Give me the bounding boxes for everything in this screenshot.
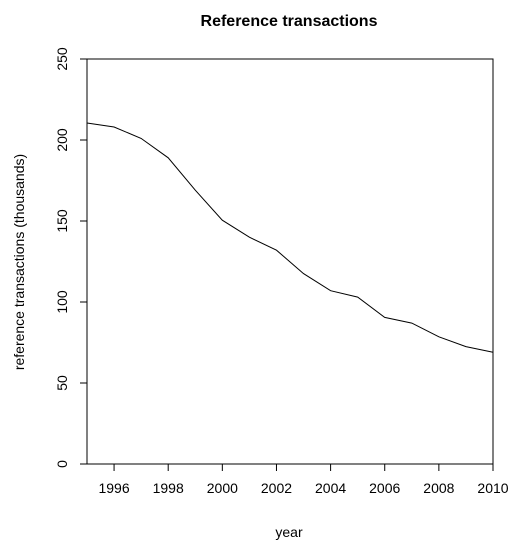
series-group [86,122,494,353]
y-tick-label: 50 [54,375,70,391]
chart-title: Reference transactions [201,13,378,30]
x-tick-label: 2002 [261,480,292,496]
x-tick-label: 2006 [369,480,400,496]
x-tick-label: 2008 [423,480,454,496]
y-tick-label: 100 [54,290,70,314]
x-tick-label: 2004 [315,480,346,496]
plot-frame [86,58,494,465]
x-tick-label: 2000 [207,480,238,496]
x-axis: 1996 1998 2000 2002 2004 2006 2008 2010 [98,464,509,496]
y-tick-label: 200 [54,128,70,152]
x-tick-label: 2010 [477,480,508,496]
y-tick-label: 250 [54,47,70,71]
x-tick-label: 1996 [98,480,129,496]
x-tick-label: 1998 [153,480,184,496]
y-axis-label: reference transactions (thousands) [11,154,27,370]
y-axis: 0 50 100 150 200 250 [54,47,87,468]
y-tick-label: 0 [54,460,70,468]
y-tick-label: 150 [54,209,70,233]
series-line [86,122,494,353]
x-axis-label: year [275,524,303,540]
